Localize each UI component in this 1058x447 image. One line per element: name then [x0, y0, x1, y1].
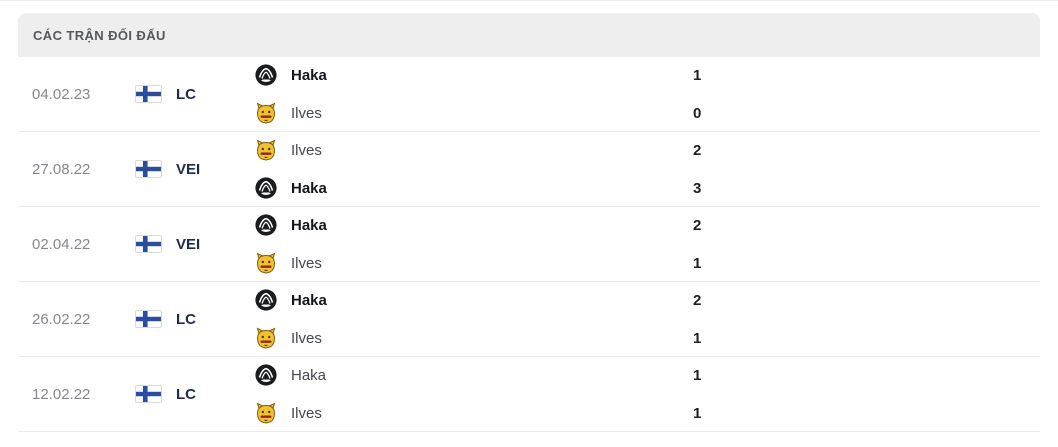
section-title: CÁC TRẬN ĐỐI ĐẤU [33, 27, 166, 43]
team-name: Ilves [291, 254, 322, 272]
match-date: 04.02.23 [32, 85, 91, 103]
scores-cell: 1 1 [677, 360, 701, 428]
match-date: 02.04.22 [32, 235, 91, 253]
team-score: 2 [693, 216, 702, 234]
team-score: 2 [693, 141, 702, 159]
team-line[interactable]: Ilves [254, 135, 677, 165]
head-to-head-widget: CÁC TRẬN ĐỐI ĐẤU 04.02.23 LC [18, 13, 1040, 432]
team-line[interactable]: Ilves [254, 398, 677, 428]
match-date: 26.02.22 [32, 310, 91, 328]
team-line[interactable]: Haka [254, 360, 677, 390]
competition-label: VEI [176, 160, 201, 178]
competition-label: LC [176, 85, 196, 103]
team-line[interactable]: Haka [254, 60, 677, 90]
team-line[interactable]: Ilves [254, 98, 677, 128]
team-name: Ilves [291, 404, 322, 422]
match-row[interactable]: 12.02.22 LC [18, 357, 1040, 432]
section-header: CÁC TRẬN ĐỐI ĐẤU [18, 13, 1040, 57]
team-score: 1 [693, 404, 702, 422]
ilves-logo-icon [256, 102, 276, 124]
match-row[interactable]: 26.02.22 LC [18, 282, 1040, 357]
finland-flag-icon [135, 235, 162, 253]
haka-logo-icon [255, 64, 277, 86]
team-line[interactable]: Haka [254, 173, 677, 203]
competition-label: VEI [176, 235, 201, 253]
haka-logo-icon [255, 289, 277, 311]
teams-cell: Haka Ilves [242, 60, 677, 128]
scores-cell: 1 0 [677, 60, 701, 128]
competition-label: LC [176, 310, 196, 328]
haka-logo-icon [255, 214, 277, 236]
competition-label: LC [176, 385, 196, 403]
finland-flag-icon [135, 385, 162, 403]
team-line[interactable]: Haka [254, 210, 677, 240]
finland-flag-icon [135, 85, 162, 103]
ilves-logo-icon [256, 252, 276, 274]
team-line[interactable]: Ilves [254, 248, 677, 278]
match-row[interactable]: 04.02.23 LC [18, 57, 1040, 132]
finland-flag-icon [135, 310, 162, 328]
team-score: 2 [693, 291, 702, 309]
ilves-logo-icon [256, 402, 276, 424]
team-score: 1 [693, 366, 702, 384]
team-name: Haka [291, 66, 327, 84]
team-score: 1 [693, 66, 702, 84]
teams-cell: Haka Ilves [242, 285, 677, 353]
competition-cell: LC [135, 85, 242, 103]
team-name: Haka [291, 366, 327, 384]
scores-cell: 2 1 [677, 285, 701, 353]
competition-cell: VEI [135, 235, 242, 253]
competition-cell: LC [135, 385, 242, 403]
match-list: 04.02.23 LC [18, 57, 1040, 432]
ilves-logo-icon [256, 327, 276, 349]
team-score: 3 [693, 179, 702, 197]
competition-cell: LC [135, 310, 242, 328]
team-name: Haka [291, 216, 327, 234]
team-line[interactable]: Haka [254, 285, 677, 315]
haka-logo-icon [255, 364, 277, 386]
ilves-logo-icon [256, 139, 276, 161]
team-name: Ilves [291, 104, 322, 122]
match-date: 12.02.22 [32, 385, 91, 403]
scores-cell: 2 3 [677, 135, 701, 203]
competition-cell: VEI [135, 160, 242, 178]
team-name: Haka [291, 179, 327, 197]
team-name: Haka [291, 291, 327, 309]
haka-logo-icon [255, 177, 277, 199]
team-score: 0 [693, 104, 702, 122]
match-row[interactable]: 27.08.22 VEI [18, 132, 1040, 207]
finland-flag-icon [135, 160, 162, 178]
team-line[interactable]: Ilves [254, 323, 677, 353]
teams-cell: Ilves Haka [242, 135, 677, 203]
team-name: Ilves [291, 141, 322, 159]
team-score: 1 [693, 329, 702, 347]
teams-cell: Haka Ilves [242, 360, 677, 428]
match-date: 27.08.22 [32, 160, 91, 178]
scores-cell: 2 1 [677, 210, 701, 278]
match-row[interactable]: 02.04.22 VEI [18, 207, 1040, 282]
team-name: Ilves [291, 329, 322, 347]
teams-cell: Haka Ilves [242, 210, 677, 278]
team-score: 1 [693, 254, 702, 272]
